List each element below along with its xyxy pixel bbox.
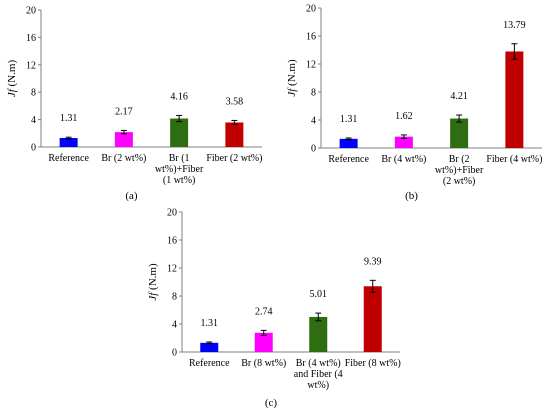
y-tick-label: 8: [311, 88, 316, 99]
data-label: 1.31: [60, 113, 78, 124]
x-tick-label-line: wt%)+Fiber: [155, 164, 204, 175]
x-tick-label-line: (2 wt%): [443, 176, 476, 187]
y-axis-label-unit: (N.m): [286, 59, 298, 86]
x-tick-label-line: Br (8 wt%): [241, 358, 286, 369]
x-tick-label-line: (1 wt%): [163, 175, 196, 186]
y-tick-label: 12: [167, 264, 177, 275]
y-tick-label: 12: [26, 60, 36, 71]
y-tick-label: 16: [306, 32, 316, 43]
x-tick-label: Br (4 wt%) and Fiber (4 wt%): [294, 358, 343, 391]
y-tick-label: 20: [167, 208, 177, 219]
x-tick-label-line: Reference: [328, 154, 369, 165]
y-tick-label: 16: [167, 236, 177, 247]
chart-panel-c: 0 4 8 12 16 20 Jf (N.m) 1.31 Reference 2.74 Br (8 …: [147, 208, 401, 410]
x-tick-label-line: and Fiber (4: [294, 369, 343, 380]
x-tick-label: Fiber (8 wt%): [345, 358, 401, 369]
x-tick-label-line: Br (1: [169, 153, 190, 164]
y-tick-label: 4: [31, 115, 36, 126]
x-tick-label-line: wt%): [307, 380, 329, 391]
bar: [114, 132, 133, 147]
y-tick-label: 20: [306, 4, 316, 15]
y-axis-label: Jf (N.m): [6, 60, 18, 98]
y-axis-label-unit: (N.m): [147, 263, 159, 290]
y-tick-label: 4: [172, 320, 177, 331]
bar: [200, 342, 219, 352]
bar: [59, 138, 78, 147]
data-label: 13.79: [503, 20, 526, 31]
y-axis-label: Jf (N.m): [147, 263, 159, 301]
x-tick-label: Br (4 wt%): [381, 154, 426, 165]
x-tick-label-line: Fiber (4 wt%): [486, 154, 542, 165]
bar: [254, 332, 273, 352]
y-axis-label-variable: Jf: [147, 290, 159, 301]
data-label: 5.01: [310, 289, 328, 300]
y-axis-label-unit: (N.m): [6, 60, 18, 87]
y-tick-label: 0: [311, 144, 316, 155]
y-tick-label: 20: [26, 6, 36, 17]
x-tick-label-line: Reference: [189, 358, 230, 369]
bar: [505, 51, 524, 148]
x-tick-label-line: Br (2 wt%): [101, 153, 146, 164]
x-tick-label: Reference: [189, 358, 230, 369]
bar: [450, 118, 469, 148]
x-tick-label-line: wt%)+Fiber: [435, 165, 484, 176]
data-label: 4.16: [170, 91, 188, 102]
data-label: 1.31: [340, 114, 358, 125]
x-tick-label: Reference: [48, 153, 89, 164]
data-label: 9.39: [364, 256, 382, 267]
y-tick-label: 8: [172, 292, 177, 303]
panel-label: (b): [405, 190, 418, 202]
bar: [309, 316, 328, 352]
panel-label: (a): [125, 190, 138, 202]
bar: [363, 286, 382, 352]
x-tick-label-line: Fiber (2 wt%): [206, 153, 262, 164]
chart-panel-b: 0 4 8 12 16 20 Jf (N.m) 1.31 Reference 1.62 Br (4 …: [286, 4, 542, 203]
data-label: 4.21: [450, 91, 468, 102]
y-tick-label: 12: [306, 60, 316, 71]
x-tick-label: Fiber (4 wt%): [486, 154, 542, 165]
data-label: 1.31: [201, 318, 219, 329]
x-tick-label: Br (2 wt%): [101, 153, 146, 164]
x-tick-label-line: Reference: [48, 153, 89, 164]
y-axis-label-variable: Jf: [6, 86, 18, 97]
x-tick-label: Reference: [328, 154, 369, 165]
x-tick-label-line: Fiber (8 wt%): [345, 358, 401, 369]
y-tick-label: 0: [172, 348, 177, 359]
chart-panel-a: 0 4 8 12 16 20 Jf (N.m) 1.31 Reference 2.17 Br (2 …: [6, 6, 262, 203]
bar: [225, 122, 244, 147]
x-tick-label-line: Br (4 wt%): [381, 154, 426, 165]
x-tick-label: Br (8 wt%): [241, 358, 286, 369]
data-label: 1.62: [395, 111, 413, 122]
data-label: 2.74: [255, 306, 273, 317]
panel-label: (c): [265, 397, 278, 409]
data-label: 3.58: [226, 96, 244, 107]
y-axis-label-variable: Jf: [286, 86, 298, 97]
bar: [394, 136, 413, 148]
x-tick-label-line: Br (2: [449, 154, 470, 165]
y-tick-label: 4: [311, 116, 316, 127]
bar: [170, 118, 189, 147]
y-tick-label: 8: [31, 88, 36, 99]
data-label: 2.17: [115, 106, 133, 117]
x-tick-label: Fiber (2 wt%): [206, 153, 262, 164]
y-tick-label: 0: [31, 143, 36, 154]
x-tick-label-line: Br (4 wt%): [296, 358, 341, 369]
bar: [339, 138, 358, 148]
x-tick-label: Br (2 wt%)+Fiber (2 wt%): [435, 154, 484, 187]
y-tick-label: 16: [26, 33, 36, 44]
y-axis-label: Jf (N.m): [286, 59, 298, 97]
x-tick-label: Br (1 wt%)+Fiber (1 wt%): [155, 153, 204, 186]
